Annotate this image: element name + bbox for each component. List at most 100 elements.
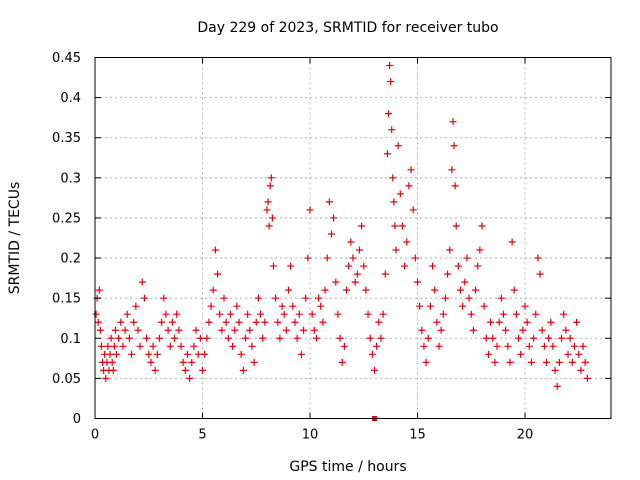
- data-point: [308, 310, 316, 318]
- data-point: [454, 262, 462, 270]
- data-point: [229, 342, 237, 350]
- data-point: [239, 366, 247, 374]
- data-point: [570, 342, 578, 350]
- data-point: [381, 270, 389, 278]
- x-tick-labels: 0 5 10 15 20: [91, 428, 533, 443]
- data-point: [566, 334, 574, 342]
- plot-frame: [94, 57, 612, 419]
- data-point: [158, 318, 166, 326]
- data-point: [547, 318, 555, 326]
- data-point: [153, 350, 161, 358]
- axis-ticks: [94, 57, 611, 419]
- data-point: [358, 222, 366, 230]
- data-point: [190, 342, 198, 350]
- data-point: [388, 126, 396, 134]
- data-point: [435, 342, 443, 350]
- data-point: [96, 326, 104, 334]
- data-point: [583, 374, 591, 382]
- data-point: [302, 294, 310, 302]
- data-point: [459, 302, 467, 310]
- y-tick-label: 0.3: [60, 171, 81, 186]
- data-point: [201, 350, 209, 358]
- y-tick-labels: 0 0.05 0.1 0.15 0.2 0.25 0.3 0.35 0.4 0.45: [52, 51, 81, 427]
- data-point: [205, 318, 213, 326]
- data-point: [573, 318, 581, 326]
- data-point: [396, 190, 404, 198]
- data-point: [405, 182, 413, 190]
- y-tick-label: 0: [73, 412, 81, 427]
- data-point: [403, 238, 411, 246]
- data-point: [293, 334, 301, 342]
- data-point: [527, 358, 535, 366]
- data-point: [291, 318, 299, 326]
- data-point: [285, 286, 292, 294]
- data-point: [107, 334, 115, 342]
- data-point: [362, 286, 370, 294]
- data-point: [536, 270, 544, 278]
- data-point: [211, 246, 219, 254]
- data-point: [502, 326, 510, 334]
- data-point: [325, 198, 333, 206]
- data-point: [130, 318, 138, 326]
- data-point: [268, 214, 276, 222]
- data-point: [334, 310, 342, 318]
- data-point: [449, 118, 457, 126]
- data-point: [272, 294, 280, 302]
- data-point: [92, 310, 100, 318]
- data-point: [261, 318, 269, 326]
- data-point: [257, 310, 265, 318]
- data-point: [472, 286, 480, 294]
- data-point: [97, 342, 105, 350]
- data-point: [319, 318, 327, 326]
- data-point: [493, 342, 501, 350]
- data-point: [553, 382, 561, 390]
- data-point: [209, 286, 217, 294]
- data-point: [297, 350, 305, 358]
- data-point: [504, 342, 512, 350]
- data-point: [173, 310, 181, 318]
- data-point: [231, 326, 239, 334]
- data-point: [266, 182, 274, 190]
- data-point: [175, 326, 183, 334]
- data-point: [332, 278, 340, 286]
- data-point: [138, 278, 146, 286]
- data-point: [469, 326, 477, 334]
- data-point: [183, 350, 191, 358]
- data-point: [278, 302, 286, 310]
- data-point: [532, 310, 540, 318]
- data-point: [353, 270, 361, 278]
- data-point: [117, 318, 125, 326]
- data-point: [317, 302, 325, 310]
- data-point: [263, 206, 271, 214]
- data-point: [377, 334, 385, 342]
- data-point: [192, 326, 200, 334]
- data-point: [579, 342, 587, 350]
- data-point: [450, 142, 458, 150]
- data-point: [418, 326, 426, 334]
- data-point: [540, 342, 548, 350]
- data-point: [224, 334, 232, 342]
- data-point: [568, 358, 576, 366]
- data-point: [276, 334, 284, 342]
- data-point: [110, 342, 118, 350]
- data-point: [401, 262, 409, 270]
- data-point: [166, 342, 174, 350]
- data-point: [196, 334, 204, 342]
- data-point: [461, 278, 469, 286]
- chart-title: Day 229 of 2023, SRMTID for receiver tub…: [197, 20, 498, 36]
- data-point: [282, 326, 290, 334]
- data-point: [106, 350, 114, 358]
- data-point: [349, 254, 357, 262]
- data-point: [177, 342, 185, 350]
- data-point: [543, 358, 550, 366]
- data-point: [233, 302, 241, 310]
- data-point: [383, 150, 391, 158]
- data-point: [267, 174, 275, 182]
- data-point: [392, 246, 400, 254]
- data-point: [203, 334, 211, 342]
- data-point: [457, 286, 464, 294]
- data-point: [519, 326, 527, 334]
- data-point: [360, 262, 368, 270]
- data-point: [394, 142, 402, 150]
